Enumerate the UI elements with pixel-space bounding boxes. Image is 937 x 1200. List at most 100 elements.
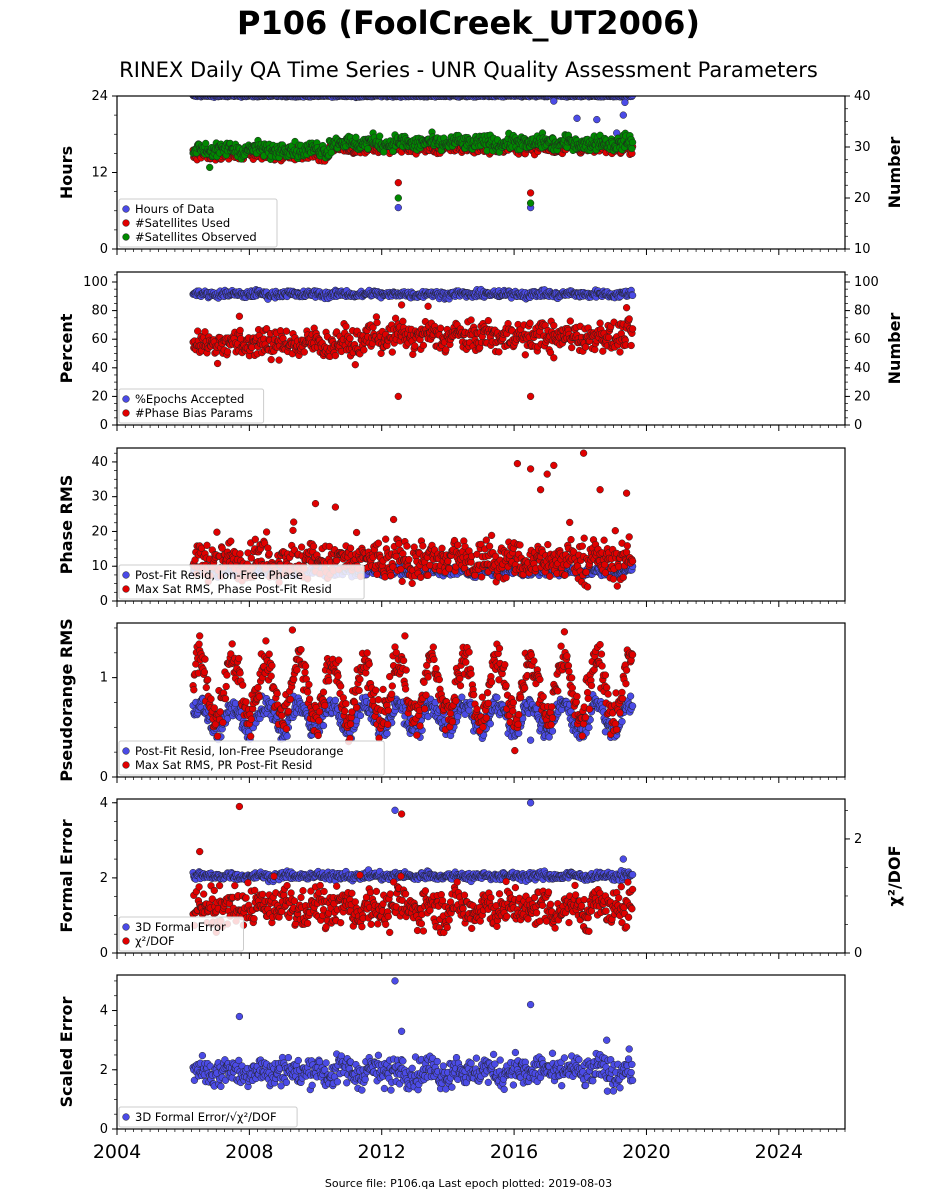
data-point [601,569,610,577]
data-point [573,114,581,122]
series-hours-2 [189,128,637,207]
data-point [568,343,576,352]
data-point [394,194,402,202]
legend-label: %Epochs Accepted [135,392,244,406]
data-point [399,317,407,325]
data-point [625,315,633,323]
data-point [482,536,490,544]
data-point [619,111,627,119]
data-point [628,325,637,333]
y-tick-label: 0 [100,242,108,257]
data-point [605,333,613,342]
data-point [609,575,618,583]
data-point [442,346,450,354]
page-title: P106 (FoolCreek_UT2006) [237,4,700,42]
data-point [526,189,535,197]
data-point [411,342,419,350]
legend-box [118,198,278,248]
y2-tick-label: 20 [854,389,871,404]
data-point [387,571,395,580]
legend-marker [122,219,130,227]
y-tick-label: 12 [91,166,108,181]
data-point [628,144,636,153]
data-point [394,179,402,187]
data-point [409,350,417,359]
data-point [591,345,599,354]
data-point [265,550,273,558]
data-point [410,96,415,97]
data-point [621,98,629,107]
legend-marker [122,205,130,213]
series-percent-0 [189,285,637,303]
data-point [289,526,297,535]
data-point [397,301,406,309]
data-point [550,321,558,330]
data-point [487,531,496,540]
data-point [582,568,590,576]
data-point [611,527,619,535]
y-tick-label: 40 [91,361,108,376]
data-point [546,348,555,357]
data-point [467,316,475,324]
data-point [201,328,209,336]
data-point [394,392,402,401]
data-point [203,541,211,549]
data-point [300,348,308,356]
y2-tick-label: 30 [854,140,871,155]
y2-tick-label: 40 [854,89,871,104]
data-point [467,558,475,566]
legend-marker [122,395,130,403]
legend-marker [122,233,130,241]
y-tick-label: 20 [91,389,108,404]
data-point [629,96,637,99]
data-point [623,542,631,550]
data-point [436,324,445,332]
data-point [424,302,432,310]
data-point [550,354,558,362]
legend-box [118,388,265,424]
data-point [236,326,244,335]
data-point [223,348,232,356]
legend-label: #Satellites Used [135,216,230,230]
page-subtitle: RINEX Daily QA Time Series - UNR Quality… [119,58,818,82]
data-point [613,582,621,590]
data-point [213,359,222,368]
data-point [550,97,558,105]
data-points-percent [189,285,637,401]
data-point [373,570,381,579]
data-point [526,199,535,207]
data-point [236,550,244,558]
data-point [380,148,388,156]
data-point [561,571,569,579]
data-point [364,145,372,153]
data-point [346,334,354,343]
data-point [262,528,271,536]
data-point [615,563,623,571]
data-point [567,535,575,544]
data-point [543,470,551,478]
data-point [333,556,341,565]
series-percent-1 [189,301,637,401]
data-point [583,583,592,591]
data-point [352,133,360,141]
y2-tick-label: 80 [854,304,871,319]
data-point [325,542,334,551]
y-axis-label: Percent [57,313,76,383]
data-point [247,554,255,562]
data-point [309,542,318,550]
data-point [373,318,381,327]
y-tick-label: 80 [91,304,108,319]
data-point [352,528,361,537]
data-point [405,555,413,564]
data-point [580,534,588,542]
data-point [206,163,214,172]
data-point [398,577,406,586]
data-point [290,518,298,526]
data-point [628,138,637,147]
data-point [327,148,336,157]
data-point [410,543,418,551]
data-point [600,536,608,544]
data-point [526,319,534,327]
